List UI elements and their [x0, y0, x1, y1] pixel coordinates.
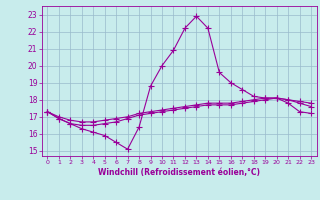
- X-axis label: Windchill (Refroidissement éolien,°C): Windchill (Refroidissement éolien,°C): [98, 168, 260, 177]
